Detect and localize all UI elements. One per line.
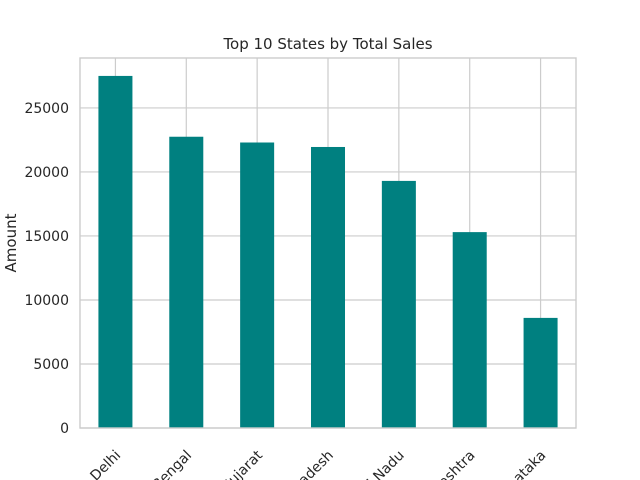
bar xyxy=(523,317,558,428)
y-tick-label: 25000 xyxy=(24,101,69,117)
y-tick-label: 10000 xyxy=(24,293,69,309)
bar xyxy=(98,75,133,428)
y-tick-layer: 0 5000 10000 15000 20000 25000 xyxy=(24,101,69,437)
y-axis-label: Amount xyxy=(2,213,20,272)
bar xyxy=(169,136,204,428)
bar xyxy=(381,180,416,428)
y-tick-label: 15000 xyxy=(24,229,69,245)
plot-frame xyxy=(79,57,577,429)
bar xyxy=(240,142,275,428)
y-tick-label: 0 xyxy=(60,421,69,437)
chart-title: Top 10 States by Total Sales xyxy=(222,35,432,53)
bar-layer xyxy=(98,75,558,428)
bar xyxy=(452,232,487,428)
y-tick-label: 5000 xyxy=(33,357,69,373)
y-tick-label: 20000 xyxy=(24,165,69,181)
bar xyxy=(310,146,346,428)
